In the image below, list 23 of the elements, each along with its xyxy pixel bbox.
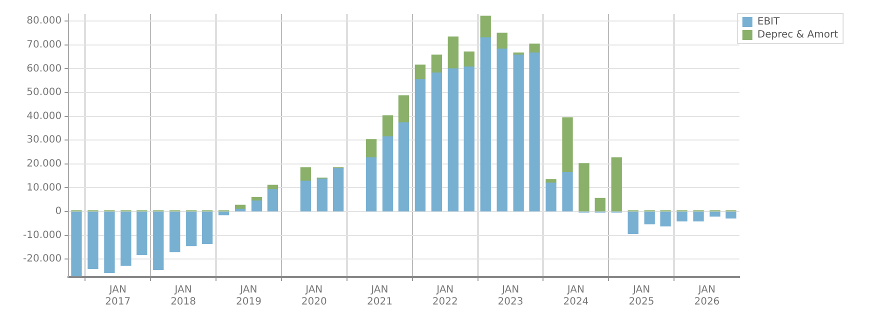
y-tick-label: 60.000 [26,63,62,74]
y-tick-label: 10.000 [26,182,62,194]
y-tick-label: 20.000 [26,158,62,170]
x-tick-label: JAN 2017 [105,284,131,308]
x-tick-label: JAN 2024 [563,284,589,308]
x-tick-label: JAN 2019 [236,284,262,308]
y-tick-label: 30.000 [26,134,62,146]
x-tick-label: JAN 2021 [366,284,392,308]
x-tick-label: JAN 2020 [301,284,327,308]
x-tick-label: JAN 2025 [628,284,654,308]
x-tick-label: JAN 2022 [432,284,458,308]
y-tick-label: 50.000 [26,87,62,98]
x-tick-label: JAN 2023 [498,284,524,308]
x-tick-label: JAN 2018 [170,284,196,308]
y-tick-label: -10.000 [22,230,62,241]
legend-label: Deprec & Amort [757,30,838,41]
legend-label: EBIT [757,16,780,28]
y-tick-label: 80.000 [26,16,62,27]
y-tick-label: 0 [55,206,62,218]
y-tick-label: 40.000 [26,110,62,122]
y-tick-label: 70.000 [26,40,62,51]
x-tick-label: JAN 2026 [694,284,720,308]
y-tick-label: -20.000 [22,254,62,265]
